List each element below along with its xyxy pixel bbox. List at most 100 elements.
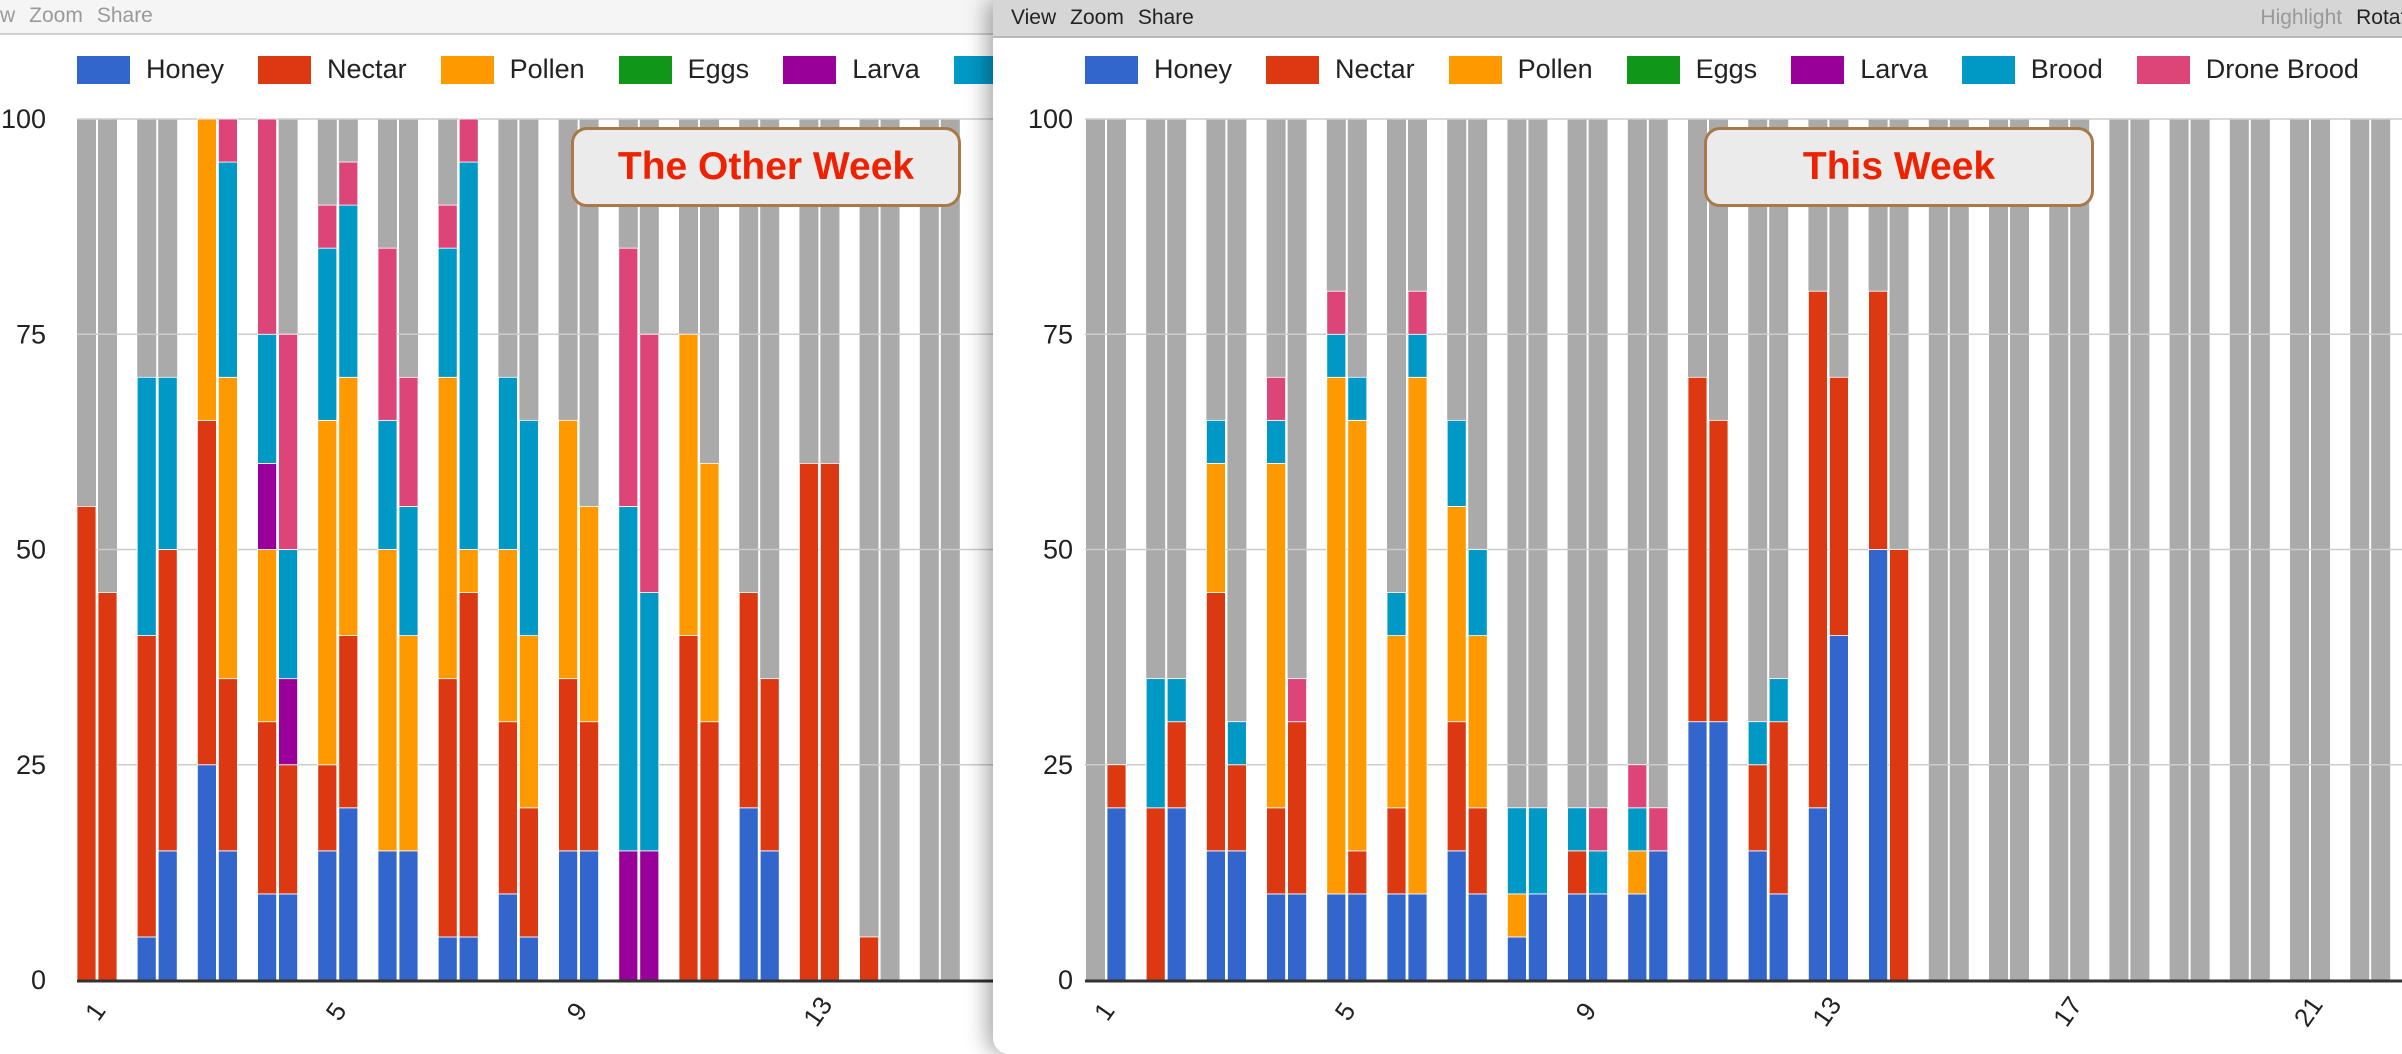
legend-swatch [1961,55,2015,84]
bar-segment-drone-brood [338,161,359,206]
legend-label: Larva [852,54,920,84]
bar-segment-nectar [1287,721,1308,895]
bar-segment-honey [497,893,518,981]
y-tick-label: 25 [1043,750,1073,780]
legend-label: Honey [146,54,225,84]
bar-segment-drone-brood [1588,807,1608,852]
bar-segment-honey [278,893,299,981]
bar-segment-drone-brood [1266,376,1287,421]
bar-segment-empty [1167,119,1187,679]
menu-share[interactable]: Share [1137,6,1194,29]
bar-segment-honey [398,850,419,981]
menu-share[interactable]: Share [96,4,153,27]
bar-segment-honey [1205,850,1226,981]
legend-item-nectar[interactable]: Nectar [258,54,407,85]
bar-segment-honey [759,850,780,981]
bar-segment-honey [136,936,157,981]
bar-segment-honey [1829,635,1849,981]
bar-segment-honey [519,936,539,981]
legend-label: Eggs [687,54,750,84]
legend-item-pollen[interactable]: Pollen [440,54,585,85]
x-tick-label: 17 [2047,991,2088,1032]
bar-segment-brood [1528,807,1548,895]
bar-segment-pollen [1266,462,1287,809]
legend-item-eggs[interactable]: Eggs [1626,54,1757,85]
bar-segment-drone-brood [437,204,458,249]
bar-segment-pollen [1326,376,1347,895]
bar-segment-pollen [1507,893,1527,938]
bar-segment-brood [338,204,359,378]
bar-segment-nectar [157,549,178,852]
bar-segment-empty [498,119,518,378]
bar-segment-honey [1708,721,1729,981]
bar-segment-nectar [699,721,720,981]
bar-segment-drone-brood [257,118,278,335]
bar-segment-nectar [278,764,299,895]
legend-item-honey[interactable]: Honey [77,54,224,85]
bar-segment-empty [1227,119,1247,722]
x-tick-label: 13 [1806,991,1847,1032]
menu-view[interactable]: View [1011,6,1057,29]
bar-segment-drone-brood [278,333,299,550]
bar-segment-nectar [859,936,879,981]
y-tick-label: 0 [1058,965,1073,995]
bar-segment-brood [1226,721,1247,766]
bar-segment-nectar [217,678,238,852]
legend-item-brood[interactable]: Brood [953,54,993,85]
legend-item-larva[interactable]: Larva [783,54,920,85]
bar-segment-brood [136,376,157,636]
bar-segment-drone-brood [639,333,660,593]
bar-segment-pollen [1347,419,1368,852]
menu-zoom[interactable]: Zoom [29,4,83,27]
bar-segment-brood [1386,592,1407,636]
bar-segment-empty [158,119,178,378]
bar-segment-brood [1326,333,1347,378]
chart-title-box: This Week [1704,127,2094,207]
menu-highlight[interactable]: Highlight [2260,6,2343,29]
menu-zoom[interactable]: Zoom [1070,6,1124,29]
legend-label: Drone Brood [2205,54,2359,84]
bar-segment-nectar [1808,290,1828,809]
legend-item-eggs[interactable]: Eggs [618,54,750,85]
legend-item-pollen[interactable]: Pollen [1448,54,1593,85]
bar-segment-empty [1408,119,1427,292]
bar-segment-pollen [1446,506,1467,723]
y-tick-label: 75 [16,319,46,349]
y-tick-label: 50 [16,535,46,565]
legend-item-drone-brood[interactable]: Drone Brood [2136,54,2359,85]
bar-segment-empty [1627,119,1647,765]
bar-segment-brood [1205,419,1226,464]
bar-segment-empty [859,119,879,937]
bar-segment-empty [1287,119,1307,679]
bar-segment-pollen [519,635,539,809]
bar-segment-pollen [377,549,398,852]
bar-segment-nectar [1889,549,1909,981]
menu-view[interactable]: View [0,4,16,27]
legend-swatch [1791,55,1845,84]
bar-segment-larva [639,850,660,981]
bar-segment-nectar [1266,807,1287,895]
bar-segment-drone-brood [1287,678,1308,723]
chart-title: This Week [1802,145,1996,188]
bar-segment-honey [1528,893,1548,981]
legend-item-larva[interactable]: Larva [1791,54,1928,85]
bar-segment-empty [137,119,157,378]
legend-label: Pollen [1517,54,1593,84]
bar-segment-brood [1407,333,1428,378]
legend-label: Larva [1860,54,1928,84]
bar-segment-nectar [1829,376,1849,636]
bar-segment-brood [217,161,238,378]
legend-item-brood[interactable]: Brood [1961,54,2103,85]
legend-item-nectar[interactable]: Nectar [1266,54,1415,85]
bar-segment-larva [618,850,639,981]
bar-segment-nectar [1106,764,1127,809]
bar-segment-nectar [196,419,217,766]
x-tick-label: 5 [1329,997,1362,1026]
menu-rotate[interactable]: Rotate [2356,6,2402,29]
menu-bar: View Zoom Share Highlight Rotate [993,0,2402,38]
bar-segment-honey [1507,936,1527,981]
bar-segment-empty [760,119,780,679]
legend-item-honey[interactable]: Honey [1085,54,1232,85]
y-tick-label: 100 [1,104,46,134]
